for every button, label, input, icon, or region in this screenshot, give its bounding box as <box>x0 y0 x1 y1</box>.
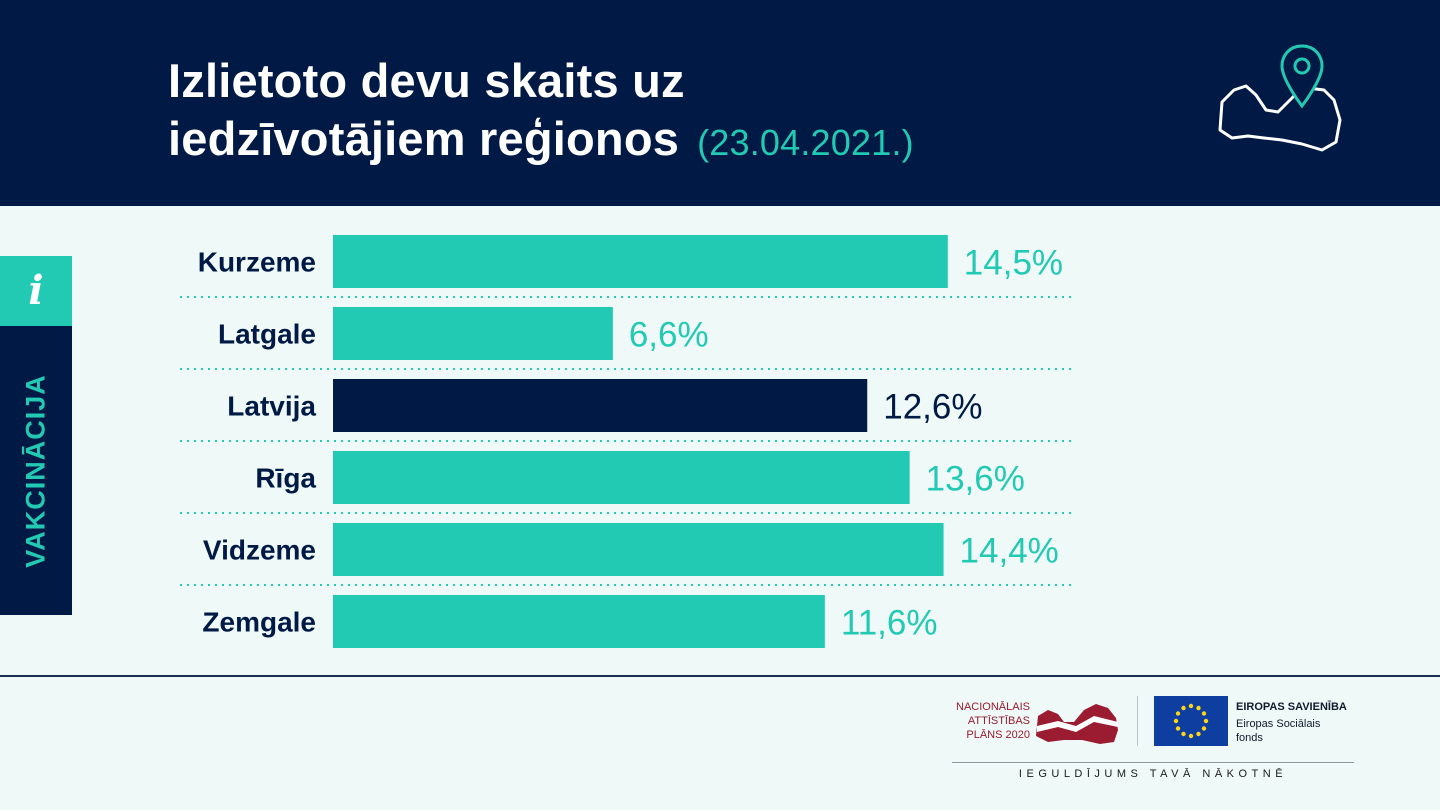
value-label-zemgale: 11,6% <box>841 604 938 643</box>
eu-star-icon <box>1188 733 1194 739</box>
nap-logo: NACIONĀLAIS ATTĪSTĪBAS PLĀNS 2020 <box>940 700 1120 750</box>
eu-star-icon <box>1201 711 1207 716</box>
category-label-rīga: Rīga <box>255 463 316 494</box>
category-label-latgale: Latgale <box>218 319 316 350</box>
eu-star-icon <box>1175 726 1181 731</box>
value-label-kurzeme: 14,5% <box>964 244 1063 283</box>
eu-star-icon <box>1175 711 1181 716</box>
eu-star-icon <box>1181 705 1186 711</box>
eu-star-icon <box>1196 731 1201 737</box>
category-label-latvija: Latvija <box>227 391 316 422</box>
title-line-2: iedzīvotājiem reģionos <box>168 112 680 165</box>
latvia-flag-map-icon <box>1036 704 1118 744</box>
header: Izlietoto devu skaits uz iedzīvotājiem r… <box>0 0 1440 206</box>
divider <box>0 675 1440 677</box>
value-label-latgale: 6,6% <box>629 316 709 355</box>
eu-star-icon <box>1188 703 1194 709</box>
latvia-map-pin-icon <box>1218 44 1342 152</box>
value-label-rīga: 13,6% <box>926 460 1025 499</box>
eu-star-icon <box>1173 718 1179 724</box>
title-date: (23.04.2021.) <box>697 122 914 163</box>
bar-rīga <box>333 451 910 504</box>
footer-slogan: IEGULDĪJUMS TAVĀ NĀKOTNĒ <box>1018 768 1288 780</box>
footer-line <box>952 762 1354 763</box>
footer-divider <box>1137 696 1138 746</box>
category-label-zemgale: Zemgale <box>202 607 316 638</box>
eu-star-icon <box>1181 731 1186 737</box>
value-label-latvija: 12,6% <box>883 388 982 427</box>
vaccination-side-tab: i VAKCINĀCIJA <box>0 256 72 615</box>
bar-latgale <box>333 307 613 360</box>
category-label-kurzeme: Kurzeme <box>198 247 316 278</box>
eu-star-icon <box>1203 718 1209 724</box>
bar-vidzeme <box>333 523 944 576</box>
value-label-vidzeme: 14,4% <box>960 532 1059 571</box>
title-line-1: Izlietoto devu skaits uz <box>168 54 685 107</box>
bar-zemgale <box>333 595 825 648</box>
eu-subtitle: Eiropas Sociālais fonds <box>1236 718 1321 744</box>
bar-kurzeme <box>333 235 948 288</box>
eu-star-icon <box>1201 726 1207 731</box>
eu-flag-icon <box>1154 696 1228 746</box>
eu-star-icon <box>1196 705 1201 711</box>
nap-logo-text: NACIONĀLAIS ATTĪSTĪBAS PLĀNS 2020 <box>956 701 1030 741</box>
eu-title: EIROPAS SAVIENĪBA <box>1236 701 1347 713</box>
category-label-vidzeme: Vidzeme <box>203 535 316 566</box>
bar-latvija <box>333 379 868 432</box>
info-icon: i <box>0 256 72 326</box>
page-title: Izlietoto devu skaits uz iedzīvotājiem r… <box>168 52 914 172</box>
